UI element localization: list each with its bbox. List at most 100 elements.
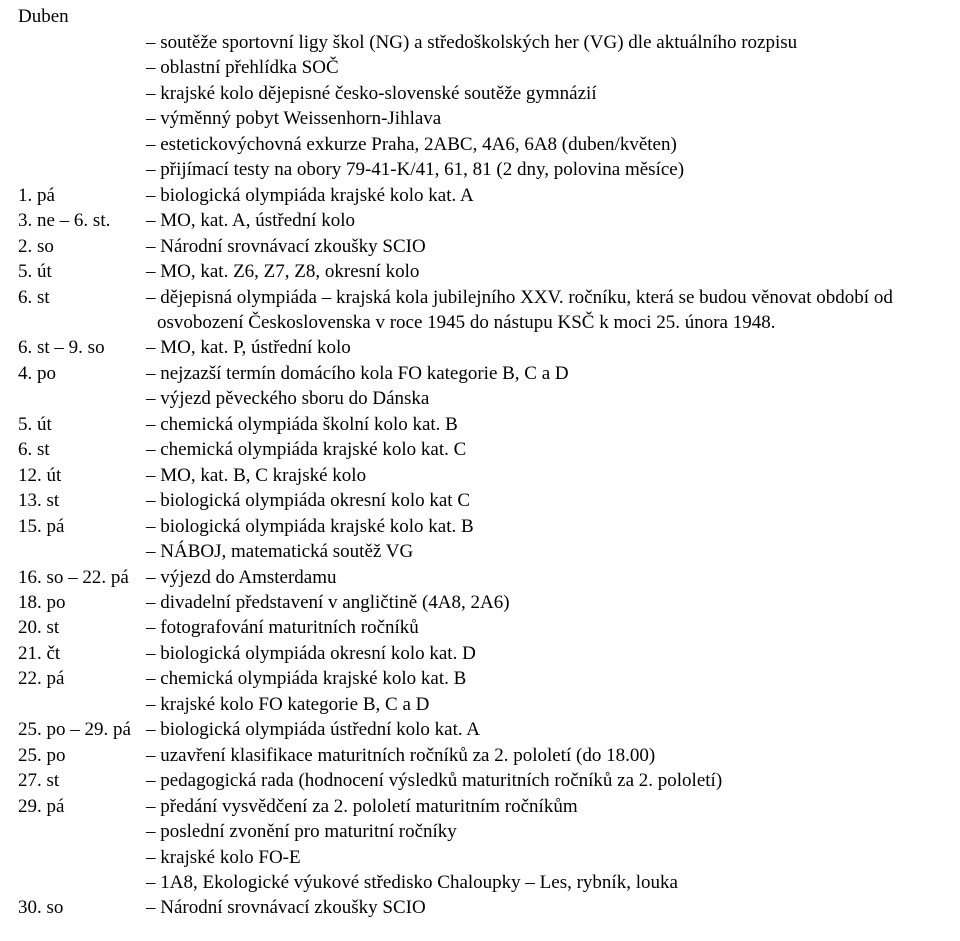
date-cell <box>18 132 146 157</box>
event-cell: soutěže sportovní ligy škol (NG) a střed… <box>146 30 942 55</box>
date-cell: 30. so <box>18 895 146 920</box>
schedule-row: 2. soNárodní srovnávací zkoušky SCIO <box>18 234 942 259</box>
date-cell <box>18 870 146 895</box>
date-cell: 25. po – 29. pá <box>18 717 146 742</box>
schedule-row: 5. útMO, kat. Z6, Z7, Z8, okresní kolo <box>18 259 942 284</box>
date-cell: 16. so – 22. pá <box>18 565 146 590</box>
event-cell: MO, kat. A, ústřední kolo <box>146 208 942 233</box>
event-cell: chemická olympiáda krajské kolo kat. C <box>146 437 942 462</box>
event-cell: krajské kolo FO-E <box>146 845 942 870</box>
date-cell <box>18 157 146 182</box>
event-cell: fotografování maturitních ročníků <box>146 615 942 640</box>
event-cell: uzavření klasifikace maturitních ročníků… <box>146 743 942 768</box>
schedule-row: 6. stdějepisná olympiáda – krajská kola … <box>18 285 942 336</box>
date-cell <box>18 539 146 564</box>
event-cell: biologická olympiáda ústřední kolo kat. … <box>146 717 942 742</box>
event-cell: Národní srovnávací zkoušky SCIO <box>146 895 942 920</box>
event-cell: MO, kat. P, ústřední kolo <box>146 335 942 360</box>
schedule-row: 6. stchemická olympiáda krajské kolo kat… <box>18 437 942 462</box>
schedule-row: 27. stpedagogická rada (hodnocení výsled… <box>18 768 942 793</box>
event-cell: MO, kat. Z6, Z7, Z8, okresní kolo <box>146 259 942 284</box>
schedule-row: 16. so – 22. pávýjezd do Amsterdamu <box>18 565 942 590</box>
date-cell <box>18 692 146 717</box>
schedule-row: 29. pápředání vysvědčení za 2. pololetí … <box>18 794 942 819</box>
schedule-row: krajské kolo FO-E <box>18 845 942 870</box>
date-cell <box>18 81 146 106</box>
date-cell: 1. pá <box>18 183 146 208</box>
event-cell: krajské kolo FO kategorie B, C a D <box>146 692 942 717</box>
schedule-row: 4. ponejzazší termín domácího kola FO ka… <box>18 361 942 386</box>
event-cell: biologická olympiáda krajské kolo kat. B <box>146 514 942 539</box>
event-cell: Národní srovnávací zkoušky SCIO <box>146 234 942 259</box>
date-cell <box>18 386 146 411</box>
event-cell: oblastní přehlídka SOČ <box>146 55 942 80</box>
schedule-row: 25. pouzavření klasifikace maturitních r… <box>18 743 942 768</box>
page: Duben soutěže sportovní ligy škol (NG) a… <box>0 0 960 941</box>
schedule-row: 1. pábiologická olympiáda krajské kolo k… <box>18 183 942 208</box>
schedule-row: výjezd pěveckého sboru do Dánska <box>18 386 942 411</box>
schedule-row: 3. ne – 6. st.MO, kat. A, ústřední kolo <box>18 208 942 233</box>
schedule-row: 22. páchemická olympiáda krajské kolo ka… <box>18 666 942 691</box>
date-cell: 13. st <box>18 488 146 513</box>
event-cell: pedagogická rada (hodnocení výsledků mat… <box>146 768 942 793</box>
date-cell: 3. ne – 6. st. <box>18 208 146 233</box>
schedule-row: krajské kolo FO kategorie B, C a D <box>18 692 942 717</box>
date-cell: 6. st <box>18 285 146 336</box>
date-cell: 6. st <box>18 437 146 462</box>
date-cell: 5. út <box>18 259 146 284</box>
event-cell: 1A8, Ekologické výukové středisko Chalou… <box>146 870 942 895</box>
event-cell: přijímací testy na obory 79-41-K/41, 61,… <box>146 157 942 182</box>
schedule-row: krajské kolo dějepisné česko-slovenské s… <box>18 81 942 106</box>
event-cell: chemická olympiáda krajské kolo kat. B <box>146 666 942 691</box>
event-cell: výjezd pěveckého sboru do Dánska <box>146 386 942 411</box>
event-cell: předání vysvědčení za 2. pololetí maturi… <box>146 794 942 819</box>
event-cell: biologická olympiáda okresní kolo kat C <box>146 488 942 513</box>
date-cell: 2. so <box>18 234 146 259</box>
schedule-row: soutěže sportovní ligy škol (NG) a střed… <box>18 30 942 55</box>
schedule-row: 12. útMO, kat. B, C krajské kolo <box>18 463 942 488</box>
schedule-row: výměnný pobyt Weissenhorn-Jihlava <box>18 106 942 131</box>
date-cell: 21. čt <box>18 641 146 666</box>
event-cell: chemická olympiáda školní kolo kat. B <box>146 412 942 437</box>
date-cell: 12. út <box>18 463 146 488</box>
event-cell: estetickovýchovná exkurze Praha, 2ABC, 4… <box>146 132 942 157</box>
schedule-list: soutěže sportovní ligy škol (NG) a střed… <box>18 30 942 921</box>
schedule-row: 5. útchemická olympiáda školní kolo kat.… <box>18 412 942 437</box>
schedule-row: 1A8, Ekologické výukové středisko Chalou… <box>18 870 942 895</box>
schedule-row: NÁBOJ, matematická soutěž VG <box>18 539 942 564</box>
event-cell: dějepisná olympiáda – krajská kola jubil… <box>146 285 942 336</box>
event-cell: divadelní představení v angličtině (4A8,… <box>146 590 942 615</box>
date-cell: 5. út <box>18 412 146 437</box>
date-cell: 15. pá <box>18 514 146 539</box>
date-cell: 25. po <box>18 743 146 768</box>
date-cell: 6. st – 9. so <box>18 335 146 360</box>
date-cell <box>18 30 146 55</box>
schedule-row: 21. čtbiologická olympiáda okresní kolo … <box>18 641 942 666</box>
event-cell: MO, kat. B, C krajské kolo <box>146 463 942 488</box>
schedule-row: 25. po – 29. pábiologická olympiáda ústř… <box>18 717 942 742</box>
month-title: Duben <box>18 6 942 28</box>
date-cell: 18. po <box>18 590 146 615</box>
schedule-row: přijímací testy na obory 79-41-K/41, 61,… <box>18 157 942 182</box>
schedule-row: estetickovýchovná exkurze Praha, 2ABC, 4… <box>18 132 942 157</box>
event-cell: krajské kolo dějepisné česko-slovenské s… <box>146 81 942 106</box>
event-cell: biologická olympiáda krajské kolo kat. A <box>146 183 942 208</box>
schedule-row: 6. st – 9. soMO, kat. P, ústřední kolo <box>18 335 942 360</box>
event-cell: biologická olympiáda okresní kolo kat. D <box>146 641 942 666</box>
date-cell <box>18 106 146 131</box>
date-cell: 22. pá <box>18 666 146 691</box>
date-cell: 4. po <box>18 361 146 386</box>
date-cell: 27. st <box>18 768 146 793</box>
event-cell: NÁBOJ, matematická soutěž VG <box>146 539 942 564</box>
schedule-row: 15. pábiologická olympiáda krajské kolo … <box>18 514 942 539</box>
schedule-row: 20. stfotografování maturitních ročníků <box>18 615 942 640</box>
date-cell: 20. st <box>18 615 146 640</box>
schedule-row: 30. soNárodní srovnávací zkoušky SCIO <box>18 895 942 920</box>
date-cell <box>18 845 146 870</box>
event-cell: výměnný pobyt Weissenhorn-Jihlava <box>146 106 942 131</box>
date-cell <box>18 55 146 80</box>
schedule-row: 18. podivadelní představení v angličtině… <box>18 590 942 615</box>
event-cell: nejzazší termín domácího kola FO kategor… <box>146 361 942 386</box>
event-cell: výjezd do Amsterdamu <box>146 565 942 590</box>
schedule-row: oblastní přehlídka SOČ <box>18 55 942 80</box>
